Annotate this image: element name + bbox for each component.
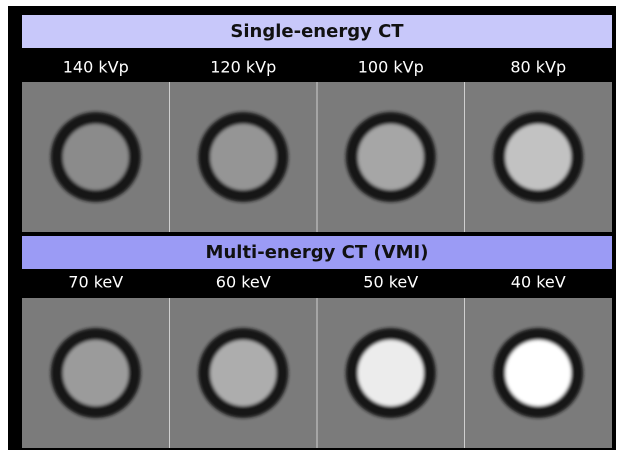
condition-label: 60 keV — [216, 273, 271, 292]
phantom — [346, 112, 436, 202]
phantom — [198, 328, 288, 418]
phantom — [493, 328, 583, 418]
condition-label: 100 kVp — [358, 58, 424, 77]
phantom-insert — [63, 124, 129, 190]
phantom — [493, 112, 583, 202]
condition-label: 40 keV — [511, 273, 566, 292]
figure: Single-energy CT 140 kVp 120 kVp 100 kVp 80 … — [0, 0, 622, 452]
phantom-insert — [505, 124, 571, 190]
phantom-insert — [210, 124, 276, 190]
phantom-insert — [63, 340, 129, 406]
condition-label: 140 kVp — [63, 58, 129, 77]
phantom — [51, 112, 141, 202]
phantom-insert — [505, 340, 571, 406]
phantom-insert — [358, 340, 424, 406]
phantom-insert — [358, 124, 424, 190]
phantom-insert — [210, 340, 276, 406]
condition-label: 120 kVp — [210, 58, 276, 77]
condition-label: 80 kVp — [510, 58, 566, 77]
section-title: Multi-energy CT (VMI) — [206, 242, 429, 263]
condition-label: 50 keV — [363, 273, 418, 292]
condition-label: 70 keV — [68, 273, 123, 292]
phantom — [51, 328, 141, 418]
phantom — [346, 328, 436, 418]
section-title: Single-energy CT — [230, 21, 404, 42]
phantom — [198, 112, 288, 202]
